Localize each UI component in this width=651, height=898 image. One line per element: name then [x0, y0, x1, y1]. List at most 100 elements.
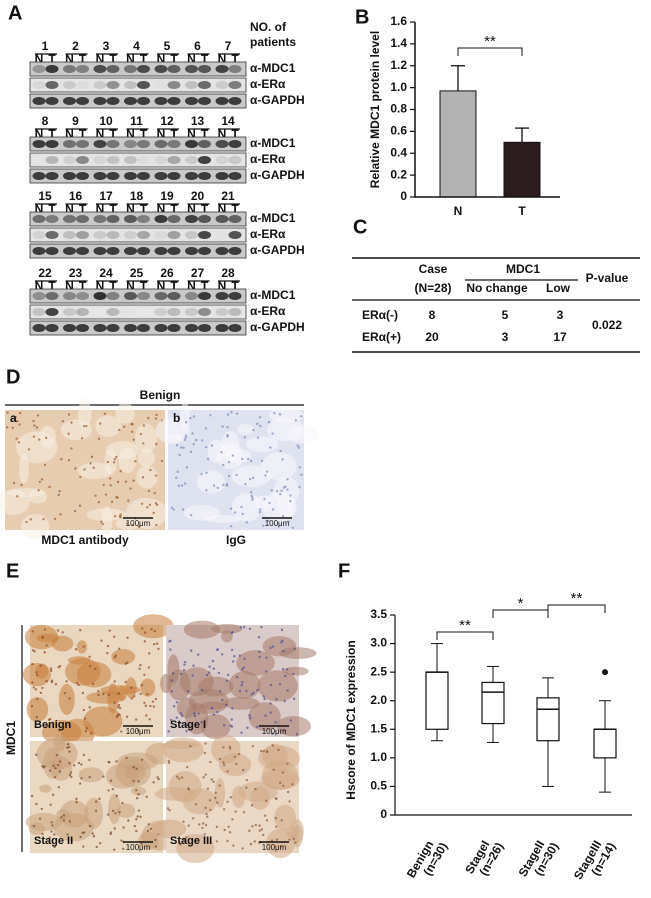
micrograph-texture [111, 809, 115, 813]
micrograph-texture [260, 459, 264, 463]
micrograph-texture [72, 764, 76, 767]
blot-band [76, 292, 89, 300]
micrograph-texture [38, 438, 41, 441]
blot-band [154, 156, 168, 164]
micrograph-texture [57, 493, 60, 497]
blot-band [76, 156, 89, 164]
blot-band [93, 156, 107, 164]
micrograph-texture [154, 474, 158, 477]
micrograph-texture [58, 770, 62, 773]
micrograph-texture [132, 695, 136, 698]
micrograph-texture [191, 432, 194, 435]
blot-band [228, 308, 242, 316]
micrograph-texture [48, 485, 51, 489]
micrograph-texture [114, 654, 117, 657]
micrograph-texture [67, 745, 71, 749]
micrograph-texture [154, 417, 158, 420]
image-label: Stage II [34, 835, 73, 847]
micrograph-texture [95, 415, 122, 437]
micrograph-texture [136, 465, 158, 489]
blot-band [63, 81, 76, 89]
micrograph-texture [122, 425, 126, 429]
micrograph-texture [183, 620, 221, 639]
blot-band [228, 247, 242, 255]
micrograph-texture [131, 786, 147, 796]
micrograph-texture [102, 775, 105, 778]
micrograph-texture [94, 494, 97, 497]
micrograph-texture [230, 631, 234, 635]
blot-band [106, 156, 120, 164]
micrograph-texture [88, 775, 91, 779]
blot-band [93, 231, 107, 239]
micrograph-texture [166, 807, 170, 810]
micrograph-texture [168, 808, 171, 812]
blot-band [198, 292, 211, 300]
blot-band [63, 292, 76, 300]
micrograph-texture [168, 771, 202, 803]
micrograph-texture [275, 697, 278, 701]
micrograph-texture [58, 683, 75, 716]
micrograph-texture [227, 474, 231, 478]
micrograph-texture [148, 652, 151, 655]
micrograph-texture [80, 777, 83, 780]
micrograph-texture [275, 825, 278, 828]
micrograph-texture [180, 484, 184, 487]
patient-number: 10 [99, 114, 113, 128]
micrograph-texture [32, 435, 36, 438]
micrograph-texture [214, 778, 226, 808]
micrograph-texture [230, 525, 233, 528]
micrograph-texture [270, 489, 273, 492]
blot-band [124, 140, 137, 148]
micrograph-texture [32, 686, 36, 689]
patient-number: 11 [130, 114, 143, 128]
blot-band [106, 140, 120, 148]
blot-band [137, 292, 150, 300]
micrograph-texture [26, 697, 49, 722]
micrograph-texture [245, 521, 248, 524]
blot-band [154, 172, 168, 180]
micrograph-texture [140, 842, 143, 846]
blot-row-label: α-ERα [250, 227, 286, 241]
micrograph-texture [258, 510, 262, 514]
micrograph-texture [80, 763, 83, 766]
lane-label: T [109, 279, 117, 293]
micrograph-texture [109, 832, 112, 836]
micrograph-texture [51, 635, 74, 652]
blot-band [137, 308, 150, 316]
micrograph-texture [227, 825, 230, 828]
blot-band [137, 65, 150, 73]
micrograph-texture [148, 718, 151, 721]
micrograph-texture [156, 776, 159, 779]
patient-number: 7 [225, 39, 232, 53]
micrograph-texture [238, 654, 242, 657]
micrograph-texture [116, 803, 136, 818]
blot-band [106, 308, 120, 316]
micrograph-texture [82, 708, 85, 712]
micrograph-texture [100, 639, 103, 642]
micrograph-texture [100, 685, 141, 695]
micrograph-texture [204, 773, 207, 776]
blot-band [106, 215, 120, 223]
micrograph-texture [280, 628, 284, 632]
micrograph-texture [53, 517, 57, 521]
micrograph-texture [70, 775, 73, 779]
blot-row-label: α-GAPDH [250, 168, 305, 182]
micrograph-texture [124, 680, 127, 684]
micrograph-texture [204, 445, 208, 449]
micrograph-texture [180, 776, 184, 779]
lane-label: N [35, 279, 44, 293]
micrograph-texture [55, 753, 59, 757]
micrograph-texture [298, 486, 301, 489]
micrograph-texture [201, 822, 205, 825]
lane-label: T [109, 52, 117, 66]
blot-band [124, 172, 137, 180]
micrograph-texture [88, 824, 92, 828]
blot-band [215, 97, 229, 105]
micrograph-texture [265, 799, 268, 802]
blot-band [185, 247, 198, 255]
blot-band [93, 172, 107, 180]
blot-band [215, 65, 229, 73]
micrograph-texture [47, 724, 50, 728]
blot-band [215, 308, 229, 316]
micrograph-texture [107, 789, 110, 792]
